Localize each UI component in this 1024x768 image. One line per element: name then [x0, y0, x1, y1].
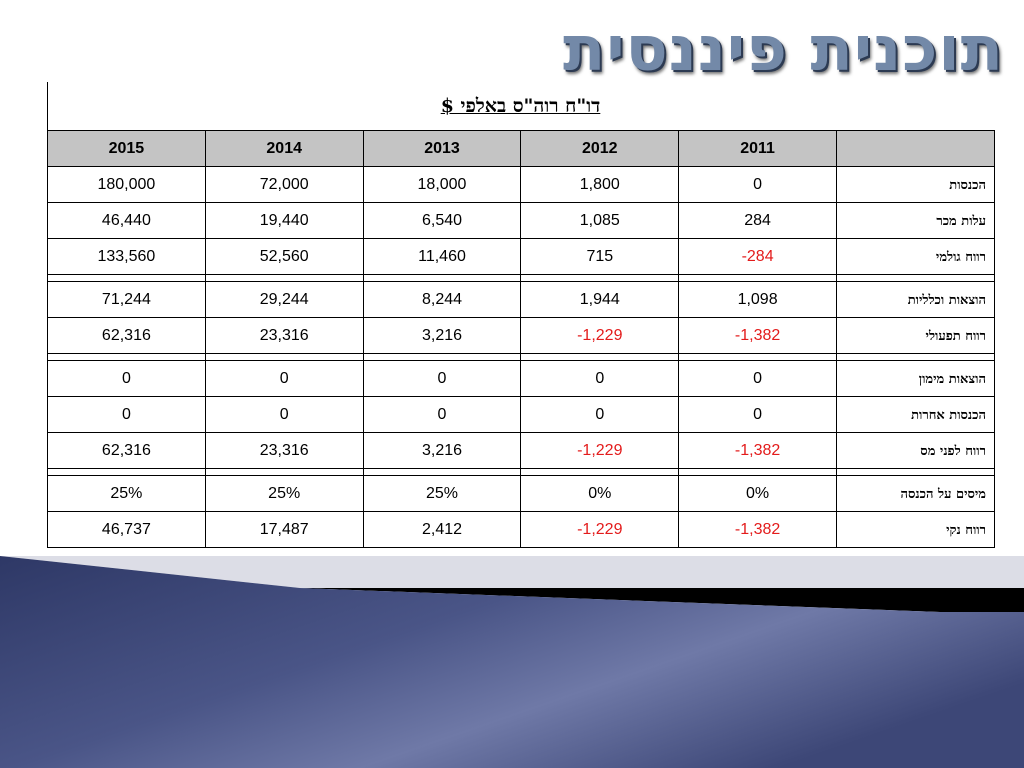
value-cell: 0	[520, 360, 680, 397]
year-header-2012: 2012	[520, 130, 680, 167]
table-row: רווח נקי -1,382 -1,229 2,412 17,487 46,737	[47, 511, 995, 548]
value-cell: 19,440	[204, 202, 364, 239]
deco-light-band	[0, 556, 1024, 588]
table-row: עלות מכר 284 1,085 6,540 19,440 46,440	[47, 202, 995, 239]
table-header-row: 2011 2012 2013 2014 2015	[47, 130, 995, 167]
value-cell: 2,412	[362, 511, 522, 548]
value-cell: 1,098	[678, 281, 837, 318]
value-cell: -1,229	[520, 432, 680, 469]
table-row: רווח תפעולי -1,382 -1,229 3,216 23,316 62,316	[47, 317, 995, 354]
value-cell: 18,000	[362, 166, 522, 203]
value-cell: 23,316	[204, 317, 364, 354]
year-header-2014: 2014	[204, 130, 364, 167]
row-label: רווח תפעולי	[835, 317, 995, 354]
value-cell: 1,944	[520, 281, 680, 318]
row-label: הכנסות	[835, 166, 995, 203]
value-cell: 17,487	[204, 511, 364, 548]
year-header-2013: 2013	[362, 130, 522, 167]
income-statement-table: 2011 2012 2013 2014 2015 הכנסות 0 1,800 18,000 7…	[47, 130, 995, 548]
value-cell: 3,216	[362, 317, 522, 354]
value-cell: 25%	[47, 475, 206, 512]
report-caption: דו"ח רוה"ס באלפי $	[440, 94, 601, 117]
table-row: הכנסות 0 1,800 18,000 72,000 180,000	[47, 166, 995, 203]
value-cell: 0%	[678, 475, 837, 512]
table-row: הכנסות אחרות 0 0 0 0 0	[47, 396, 995, 433]
value-cell: 46,737	[47, 511, 206, 548]
value-cell: 133,560	[47, 238, 206, 275]
table-row: הוצאות וכלליות 1,098 1,944 8,244 29,244 71,24…	[47, 281, 995, 318]
value-cell: -1,382	[678, 511, 837, 548]
value-cell: 62,316	[47, 432, 206, 469]
value-cell: -1,229	[520, 317, 680, 354]
year-header-2011: 2011	[678, 130, 837, 167]
income-statement: דו"ח רוה"ס באלפי $ 2011 2012 2013 2014 2015 …	[47, 82, 995, 548]
value-cell: 1,800	[520, 166, 680, 203]
value-cell: -1,229	[520, 511, 680, 548]
value-cell: 180,000	[47, 166, 206, 203]
table-body: הכנסות 0 1,800 18,000 72,000 180,000 עלות מכר 2…	[47, 166, 995, 548]
value-cell: 1,085	[520, 202, 680, 239]
value-cell: 0	[678, 360, 837, 397]
slide-title: תוכנית פיננסית	[562, 12, 1004, 85]
year-header-2015: 2015	[47, 130, 206, 167]
value-cell: 8,244	[362, 281, 522, 318]
value-cell: 25%	[204, 475, 364, 512]
row-label: הוצאות וכלליות	[835, 281, 995, 318]
value-cell: 0	[362, 396, 522, 433]
value-cell: 11,460	[362, 238, 522, 275]
value-cell: 23,316	[204, 432, 364, 469]
value-cell: 0	[204, 396, 364, 433]
value-cell: 72,000	[204, 166, 364, 203]
row-label: רווח לפני מס	[835, 432, 995, 469]
value-cell: 284	[678, 202, 837, 239]
value-cell: -1,382	[678, 432, 837, 469]
table-frame-line	[47, 82, 48, 132]
value-cell: 46,440	[47, 202, 206, 239]
deco-navy-panel	[0, 556, 1024, 768]
row-label: עלות מכר	[835, 202, 995, 239]
deco-black-band	[300, 588, 1024, 612]
table-row: הוצאות מימון 0 0 0 0 0	[47, 360, 995, 397]
row-label: הכנסות אחרות	[835, 396, 995, 433]
table-row: מיסים על הכנסה 0% 0% 25% 25% 25%	[47, 475, 995, 512]
row-label: רווח גולמי	[835, 238, 995, 275]
row-label: רווח נקי	[835, 511, 995, 548]
header-corner-cell	[835, 130, 995, 167]
row-label: הוצאות מימון	[835, 360, 995, 397]
table-row: רווח לפני מס -1,382 -1,229 3,216 23,316 62,31…	[47, 432, 995, 469]
